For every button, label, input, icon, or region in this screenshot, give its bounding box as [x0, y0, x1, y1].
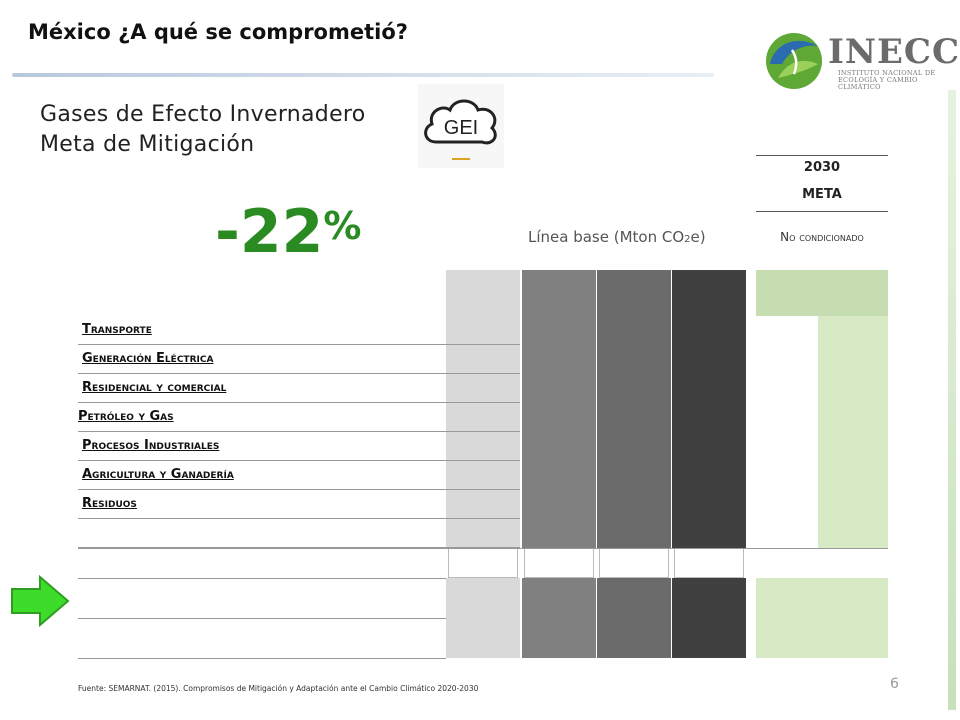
baseline-label: Línea base (Mton CO2e)	[528, 228, 706, 246]
spacer-cell	[524, 548, 594, 578]
meta-mid-rule	[756, 211, 888, 212]
table-row: Procesos Industriales	[78, 432, 520, 461]
row-label: Procesos Industriales	[82, 438, 220, 453]
row-label: Transporte	[82, 322, 152, 337]
gei-cloud-icon: GEI	[418, 84, 504, 168]
meta-label: META	[802, 187, 842, 202]
green-arrow-icon	[11, 575, 70, 627]
table-row: Agricultura y Ganadería	[78, 461, 520, 490]
page-number: 6	[890, 676, 899, 692]
big-percentage: -22%	[215, 192, 361, 272]
row-label: Generación Eléctrica	[82, 351, 214, 366]
subtotal-row	[78, 519, 520, 548]
uso-suelo-bottom-rule	[78, 618, 446, 619]
total-cell-bg	[597, 618, 671, 658]
uso-suelo-cell-bg	[597, 578, 671, 618]
spacer-cell	[448, 548, 518, 578]
inecc-emblem-icon	[766, 33, 822, 89]
source-footnote: Fuente: SEMARNAT. (2015). Compromisos de…	[78, 684, 479, 693]
no-condicionado-label: No condicionado	[780, 230, 864, 244]
table-row: Petróleo y Gas	[78, 403, 520, 432]
subtotal-rule	[78, 548, 888, 549]
table-row: Residuos	[78, 490, 520, 519]
uso-suelo-cell-bg	[446, 578, 520, 618]
year-column-bg-2030	[672, 270, 746, 548]
meta-bottom-bg	[756, 578, 888, 658]
row-label: Petróleo y Gas	[78, 409, 174, 424]
table-row: Residencial y comercial	[78, 374, 520, 403]
uso-suelo-cell-bg	[672, 578, 746, 618]
row-label: Residuos	[82, 496, 137, 511]
uso-suelo-cell-bg	[522, 578, 596, 618]
row-label: Agricultura y Ganadería	[82, 467, 234, 482]
meta-delta-column-bg	[818, 270, 888, 548]
table-row: Generación Eléctrica	[78, 345, 520, 374]
subtitle-line-2: Meta de Mitigación	[40, 132, 255, 157]
total-bottom-rule	[78, 658, 446, 659]
total-cell-bg	[446, 618, 520, 658]
inecc-logo: INECC INSTITUTO NACIONAL DE ECOLOGÍA Y C…	[764, 30, 959, 94]
spacer-cell	[674, 548, 744, 578]
table-row: Transporte	[78, 316, 520, 345]
year-column-bg-2020	[522, 270, 596, 548]
section-subtitle: Gases de Efecto Invernadero Meta de Miti…	[40, 100, 366, 160]
logo-wordmark: INECC	[828, 32, 960, 72]
big-percentage-value: -22	[215, 197, 324, 267]
right-decor-bar	[948, 90, 956, 710]
logo-subtitle: INSTITUTO NACIONAL DE ECOLOGÍA Y CAMBIO …	[838, 69, 936, 91]
spacer-cell	[599, 548, 669, 578]
total-cell-bg	[672, 618, 746, 658]
subtitle-line-1: Gases de Efecto Invernadero	[40, 102, 366, 127]
total-cell-bg	[522, 618, 596, 658]
meta-header-bg	[756, 270, 888, 316]
year-column-bg-2025	[597, 270, 671, 548]
meta-year: 2030	[803, 160, 841, 175]
meta-top-rule	[756, 155, 888, 156]
big-percentage-unit: %	[323, 204, 362, 248]
year-column-bg-2013	[446, 270, 520, 548]
meta-spacer-bg	[756, 548, 888, 578]
slide-title: México ¿A qué se comprometió?	[28, 20, 408, 44]
row-label: Residencial y comercial	[82, 380, 227, 395]
meta-2030-column-bg	[756, 270, 818, 548]
uso-suelo-top-rule	[78, 578, 446, 579]
header-divider	[12, 73, 714, 77]
gei-label: GEI	[444, 117, 478, 139]
